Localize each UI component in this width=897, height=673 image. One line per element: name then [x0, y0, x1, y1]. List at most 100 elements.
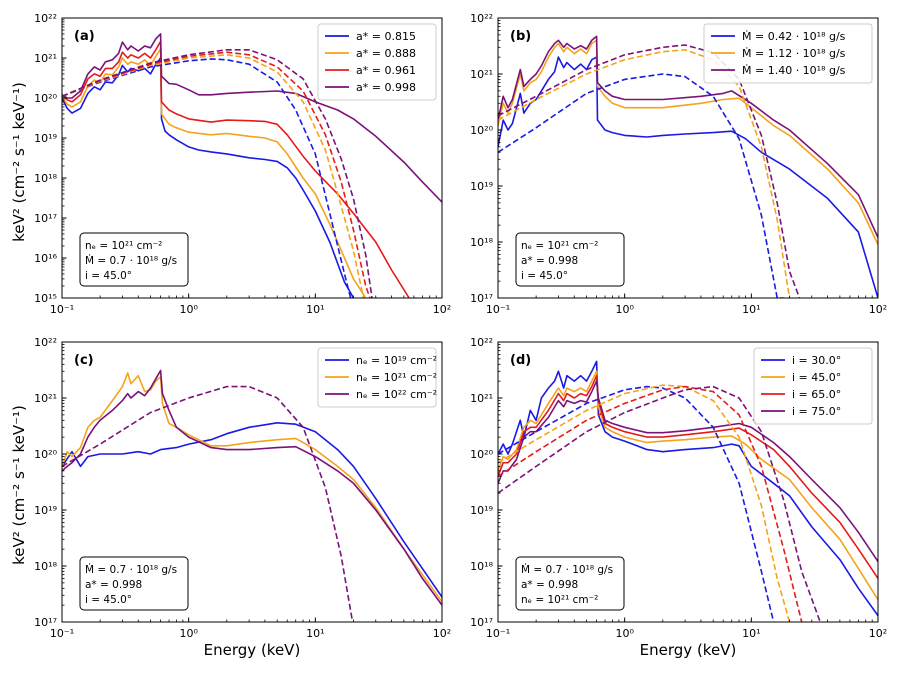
series-dashed-5 [498, 44, 801, 298]
x-tick-label: 10⁻¹ [486, 303, 510, 316]
annotation-box [79, 556, 189, 611]
legend-box [703, 23, 873, 84]
y-tick-label: 10²⁰ [34, 448, 57, 461]
x-tick-label: 10⁰ [179, 303, 198, 316]
y-tick-label: 10¹⁸ [470, 236, 493, 249]
legend: a* = 0.815 a* = 0.888 a* = 0.961 a* = 0.998 [317, 23, 437, 101]
series-dashed-3 [62, 385, 359, 622]
legend-box [753, 347, 873, 425]
panel-a: 10⁻¹ 10⁰ 10¹ 10² 10¹⁵ 10¹⁶ 10¹⁷ 10¹⁸ 10¹⁹ 10²⁰ 10²… [34, 12, 451, 316]
series-solid-2 [498, 35, 878, 238]
series-group [498, 35, 878, 298]
y-tick-label: 10²² [470, 336, 493, 349]
annotation-line: nₑ = 10²¹ cm⁻² [85, 240, 162, 252]
annotation: nₑ = 10²¹ cm⁻² a* = 0.998 i = 45.0° [515, 232, 625, 287]
axes-frame [61, 341, 443, 623]
x-tick-label: 10² [869, 303, 887, 316]
x-tick-label: 10⁰ [615, 627, 634, 640]
legend-entry: nₑ = 10¹⁹ cm⁻² [356, 354, 437, 367]
series-dashed-5 [62, 54, 365, 298]
legend: Ṁ = 0.42 · 10¹⁸ g/s Ṁ = 1.12 · 10¹⁸ g/s Ṁ … [703, 23, 873, 84]
y-tick-label: 10¹⁹ [34, 132, 57, 145]
y-tick-label: 10¹⁷ [34, 616, 57, 629]
series-dashed-3 [498, 73, 784, 298]
panel-d: 10⁻¹ 10⁰ 10¹ 10² 10¹⁷ 10¹⁸ 10¹⁹ 10²⁰ 10²¹ 10²² (d)… [470, 336, 887, 640]
annotation-line: Ṁ = 0.7 · 10¹⁸ g/s [85, 563, 177, 576]
y-tick-label: 10¹⁹ [34, 504, 57, 517]
series-solid-0 [498, 56, 878, 298]
legend-entry: a* = 0.815 [356, 30, 416, 43]
x-tick-label: 10⁻¹ [486, 627, 510, 640]
y-tick-label: 10¹⁷ [34, 212, 57, 225]
y-tick-label: 10¹⁷ [470, 292, 493, 305]
annotation-box [79, 232, 189, 287]
x-tick-label: 10² [869, 627, 887, 640]
series-group [62, 369, 442, 622]
y-tick-label: 10²⁰ [34, 92, 57, 105]
legend-entry: i = 75.0° [792, 405, 841, 418]
annotation-line: i = 45.0° [85, 594, 132, 606]
series-dashed-4 [498, 49, 791, 298]
annotation-line: a* = 0.998 [85, 579, 142, 591]
y-tick-label: 10²² [34, 12, 57, 25]
axes-frame [497, 341, 879, 623]
xlabel-left: Energy (keV) [204, 641, 301, 659]
y-tick-label: 10²¹ [470, 68, 493, 81]
x-tick-label: 10² [433, 627, 451, 640]
series-dashed-4 [62, 58, 352, 298]
legend: i = 30.0° i = 45.0° i = 65.0° i = 75.0° [753, 347, 873, 425]
x-tick-label: 10¹ [742, 303, 760, 316]
legend: nₑ = 10¹⁹ cm⁻² nₑ = 10²¹ cm⁻² nₑ = 10²² cm… [317, 347, 437, 408]
annotation-line: a* = 0.998 [521, 579, 578, 591]
y-tick-label: 10¹⁸ [34, 172, 57, 185]
x-tick-label: 10⁰ [615, 303, 634, 316]
annotation: nₑ = 10²¹ cm⁻² Ṁ = 0.7 · 10¹⁸ g/s i = 45.0… [79, 232, 189, 287]
series-dashed-7 [62, 49, 373, 298]
y-tick-label: 10²¹ [470, 392, 493, 405]
series-solid-3 [62, 33, 442, 203]
x-tick-label: 10¹ [306, 303, 324, 316]
y-tick-label: 10¹⁹ [470, 504, 493, 517]
x-tick-label: 10² [433, 303, 451, 316]
annotation-line: i = 45.0° [85, 270, 132, 282]
annotation: Ṁ = 0.7 · 10¹⁸ g/s a* = 0.998 nₑ = 10²¹ cm… [515, 556, 625, 611]
legend-entry: nₑ = 10²¹ cm⁻² [356, 371, 437, 384]
annotation-line: i = 45.0° [521, 270, 568, 282]
panel-label: (b) [510, 29, 531, 44]
y-tick-label: 10²¹ [34, 392, 57, 405]
series-dashed-4 [498, 385, 775, 622]
ylabel-top: keV² (cm⁻² s⁻¹ keV⁻¹) [10, 82, 28, 242]
legend-entry: Ṁ = 0.42 · 10¹⁸ g/s [742, 30, 846, 43]
legend-entry: i = 45.0° [792, 371, 841, 384]
axes-frame [61, 17, 443, 299]
annotation-line: nₑ = 10²¹ cm⁻² [521, 240, 598, 252]
y-tick-label: 10¹⁸ [470, 560, 493, 573]
legend-entry: Ṁ = 1.12 · 10¹⁸ g/s [742, 47, 846, 60]
legend-entry: a* = 0.998 [356, 81, 416, 94]
x-tick-label: 10¹ [306, 627, 324, 640]
y-tick-label: 10¹⁵ [34, 292, 57, 305]
annotation-box [515, 232, 625, 287]
legend-entry: a* = 0.961 [356, 64, 416, 77]
y-tick-label: 10¹⁸ [34, 560, 57, 573]
y-tick-label: 10²⁰ [470, 124, 493, 137]
series-dashed-6 [498, 385, 803, 622]
legend-box [317, 347, 437, 408]
annotation-line: Ṁ = 0.7 · 10¹⁸ g/s [85, 254, 177, 267]
series-solid-0 [498, 360, 878, 617]
panel-b: 10⁻¹ 10⁰ 10¹ 10² 10¹⁷ 10¹⁸ 10¹⁹ 10²⁰ 10²¹ 10²² (b)… [470, 12, 887, 316]
panel-c: 10⁻¹ 10⁰ 10¹ 10² 10¹⁷ 10¹⁸ 10¹⁹ 10²⁰ 10²¹ 10²² (c)… [34, 336, 451, 640]
annotation-line: a* = 0.998 [521, 255, 578, 267]
y-tick-label: 10¹⁹ [470, 180, 493, 193]
panel-label: (d) [510, 353, 531, 368]
y-tick-label: 10²¹ [34, 52, 57, 65]
y-tick-label: 10²² [34, 336, 57, 349]
y-tick-label: 10¹⁶ [34, 252, 57, 265]
series-dashed-7 [498, 385, 821, 622]
series-dashed-5 [498, 384, 791, 622]
series-group [498, 360, 878, 622]
axes-frame [497, 17, 879, 299]
annotation-line: nₑ = 10²¹ cm⁻² [521, 594, 598, 606]
y-tick-label: 10¹⁷ [470, 616, 493, 629]
